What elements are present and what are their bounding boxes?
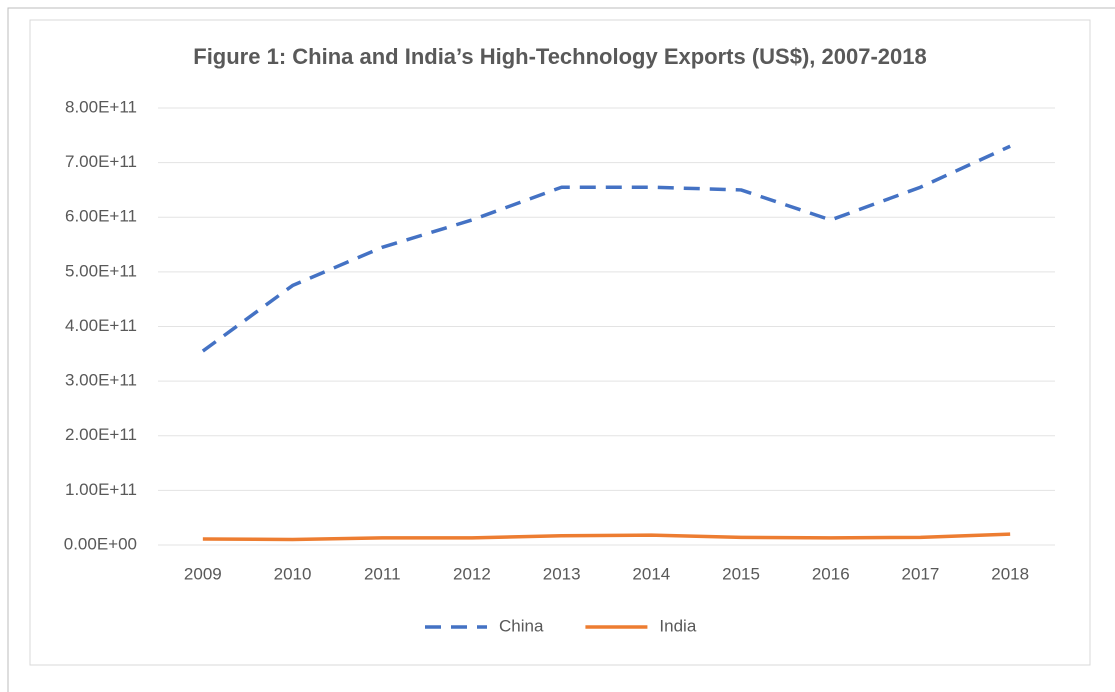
x-tick-label: 2013: [543, 564, 581, 583]
x-tick-label: 2012: [453, 564, 491, 583]
x-tick-label: 2015: [722, 564, 760, 583]
x-tick-label: 2016: [812, 564, 850, 583]
y-tick-label: 4.00E+11: [65, 316, 137, 335]
chart-title: Figure 1: China and India’s High-Technol…: [193, 44, 926, 69]
y-tick-label: 1.00E+11: [65, 480, 137, 499]
y-tick-label: 0.00E+00: [64, 534, 137, 553]
chart-frame: [29, 19, 1091, 666]
y-tick-label: 2.00E+11: [65, 425, 137, 444]
y-tick-label: 6.00E+11: [65, 207, 137, 226]
x-tick-label: 2014: [632, 564, 670, 583]
y-tick-label: 7.00E+11: [65, 152, 137, 171]
legend-label: China: [499, 616, 544, 635]
x-tick-label: 2018: [991, 564, 1029, 583]
x-tick-label: 2011: [364, 564, 401, 583]
x-tick-label: 2010: [274, 564, 312, 583]
series-line: [202, 532, 1011, 542]
outer-frame: [7, 7, 1115, 692]
y-tick-label: 8.00E+11: [65, 97, 137, 116]
legend-label: India: [659, 616, 696, 635]
series-line: [201, 144, 1011, 353]
y-tick-label: 3.00E+11: [65, 371, 137, 390]
x-tick-label: 2009: [184, 564, 222, 583]
y-tick-label: 5.00E+11: [65, 261, 137, 280]
x-tick-label: 2017: [902, 564, 940, 583]
